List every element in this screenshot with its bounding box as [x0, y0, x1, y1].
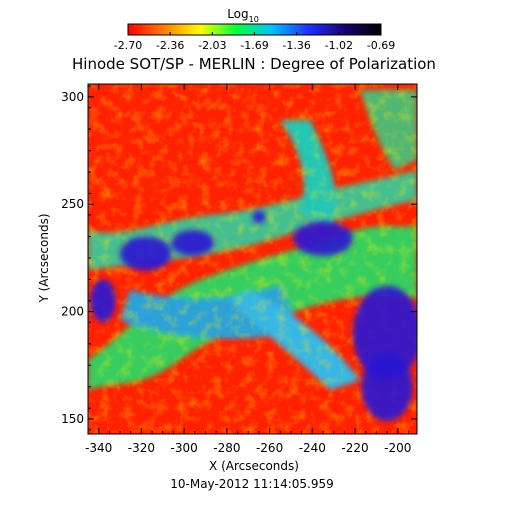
strong-polarization-region: [171, 230, 215, 256]
y-tick-label: 250: [61, 197, 84, 211]
strong-polarization-region: [90, 279, 116, 323]
strong-polarization-region: [361, 352, 413, 422]
strong-polarization-region: [293, 221, 353, 256]
y-tick-label: 200: [61, 305, 84, 319]
colorbar-tick-label: -2.03: [198, 39, 226, 52]
colorbar-tick-labels: -2.70 -2.36 -2.03 -1.69 -1.36 -1.02 -0.69: [114, 32, 395, 52]
x-tick-label: -220: [341, 441, 368, 455]
colorbar-title: Log10: [227, 7, 259, 24]
strong-field-regions: [90, 210, 417, 422]
x-tick-label: -300: [171, 441, 198, 455]
x-tick-label: -320: [128, 441, 155, 455]
x-tick-label: -240: [299, 441, 326, 455]
x-tick-label: -260: [256, 441, 283, 455]
colorbar-tick-label: -1.02: [325, 39, 353, 52]
colorbar-tick-label: -0.69: [367, 39, 395, 52]
figure-title: Hinode SOT/SP - MERLIN : Degree of Polar…: [72, 55, 436, 73]
colorbar-tick-label: -2.70: [114, 39, 142, 52]
colorbar-tick-label: -2.36: [156, 39, 184, 52]
x-tick-label: -280: [213, 441, 240, 455]
colorbar-tick-label: -1.36: [282, 39, 310, 52]
y-tick-label: 300: [61, 90, 84, 104]
x-axis-ticks: -340 -320 -300 -280 -260 -240 -220 -200: [85, 84, 411, 455]
colorbar-tick-label: -1.69: [240, 39, 268, 52]
x-axis-label: X (Arcseconds): [209, 459, 299, 473]
y-tick-label: 150: [61, 412, 84, 426]
strong-polarization-region: [252, 210, 266, 224]
polarization-map-image: [88, 84, 417, 434]
map-frame: [87, 83, 418, 435]
strong-polarization-region: [352, 285, 417, 381]
x-tick-label: -200: [384, 441, 411, 455]
observation-timestamp: 10-May-2012 11:14:05.959: [170, 477, 334, 491]
x-tick-label: -340: [85, 441, 112, 455]
y-axis-label: Y (Arcseconds): [37, 213, 51, 303]
y-axis-ticks: 150 200 250 300: [61, 85, 417, 431]
strong-polarization-region: [120, 236, 172, 271]
